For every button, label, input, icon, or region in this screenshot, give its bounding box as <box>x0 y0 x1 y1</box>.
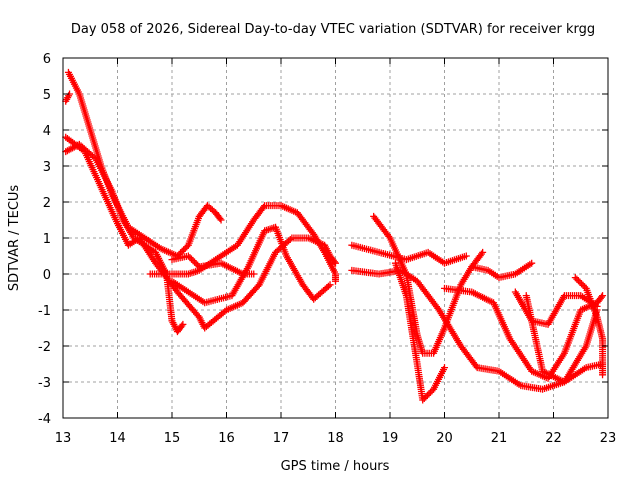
y-tick-label: 3 <box>43 160 51 175</box>
series-track-k <box>441 284 607 382</box>
y-tick-label: 0 <box>43 268 51 283</box>
x-tick-label: 14 <box>109 431 126 446</box>
data-point <box>332 277 339 285</box>
x-tick-label: 19 <box>382 431 399 446</box>
y-tick-label: -2 <box>38 340 51 355</box>
data-point <box>426 388 434 396</box>
data-point <box>183 243 191 251</box>
data-point <box>477 250 485 258</box>
data-point <box>326 281 334 289</box>
data-points <box>62 68 607 404</box>
series-track-f <box>168 223 334 307</box>
series-track-o <box>571 274 607 379</box>
series-track-a2 <box>62 90 74 105</box>
x-tick-label: 18 <box>327 431 344 446</box>
data-point <box>332 259 339 267</box>
data-point <box>178 322 186 330</box>
data-point <box>179 320 187 328</box>
series-track-d <box>146 202 339 285</box>
x-tick-label: 17 <box>273 431 290 446</box>
chart-title: Day 058 of 2026, Sidereal Day-to-day VTE… <box>71 22 595 37</box>
data-point <box>191 258 199 266</box>
y-tick-label: -1 <box>38 304 51 319</box>
y-tick-label: -3 <box>38 376 51 391</box>
data-point <box>441 364 448 372</box>
y-tick-label: 6 <box>43 52 51 67</box>
data-point <box>579 281 587 289</box>
x-tick-label: 16 <box>218 431 235 446</box>
data-point <box>286 235 294 243</box>
x-tick-label: 21 <box>491 431 508 446</box>
data-point <box>189 257 197 265</box>
data-point <box>422 393 430 401</box>
data-point <box>462 252 470 260</box>
data-point <box>578 280 586 288</box>
x-tick-label: 13 <box>55 431 72 446</box>
data-point <box>425 390 433 398</box>
data-point <box>259 203 267 211</box>
x-axis-label: GPS time / hours <box>281 459 390 474</box>
data-point <box>571 274 579 282</box>
data-point <box>187 255 195 263</box>
data-point <box>216 215 224 223</box>
x-tick-label: 15 <box>164 431 181 446</box>
y-tick-label: 1 <box>43 232 51 247</box>
series-track-l <box>468 259 536 282</box>
data-point <box>194 261 202 269</box>
data-point <box>428 387 436 395</box>
data-point <box>581 283 589 291</box>
data-point <box>576 278 584 286</box>
data-point <box>184 252 192 260</box>
data-point <box>423 391 431 399</box>
data-point <box>420 394 428 402</box>
series-track-n <box>522 292 601 386</box>
series-track-i <box>370 212 487 357</box>
data-point <box>250 270 258 278</box>
x-tick-label: 20 <box>436 431 453 446</box>
y-axis-label: SDTVAR / TECUs <box>7 185 22 292</box>
series-track-j <box>391 259 448 404</box>
x-tick-label: 23 <box>600 431 617 446</box>
data-point <box>181 244 189 252</box>
data-point <box>597 293 605 301</box>
data-point <box>385 232 393 240</box>
x-tick-label: 22 <box>545 431 562 446</box>
y-tick-label: 2 <box>43 196 51 211</box>
data-point <box>324 282 332 290</box>
data-point <box>573 275 581 283</box>
data-point <box>599 292 607 300</box>
y-tick-label: 5 <box>43 88 51 103</box>
data-point <box>217 216 225 224</box>
y-tick-label: 4 <box>43 124 51 139</box>
data-point <box>192 260 200 268</box>
y-tick-label: -4 <box>38 412 51 427</box>
data-point <box>180 246 188 254</box>
data-point <box>178 247 186 255</box>
data-point <box>528 259 536 267</box>
data-point <box>186 254 194 262</box>
data-point <box>599 371 607 379</box>
series-track-g <box>348 241 470 267</box>
data-point <box>574 277 582 285</box>
data-point <box>479 248 487 256</box>
data-point <box>419 396 427 404</box>
